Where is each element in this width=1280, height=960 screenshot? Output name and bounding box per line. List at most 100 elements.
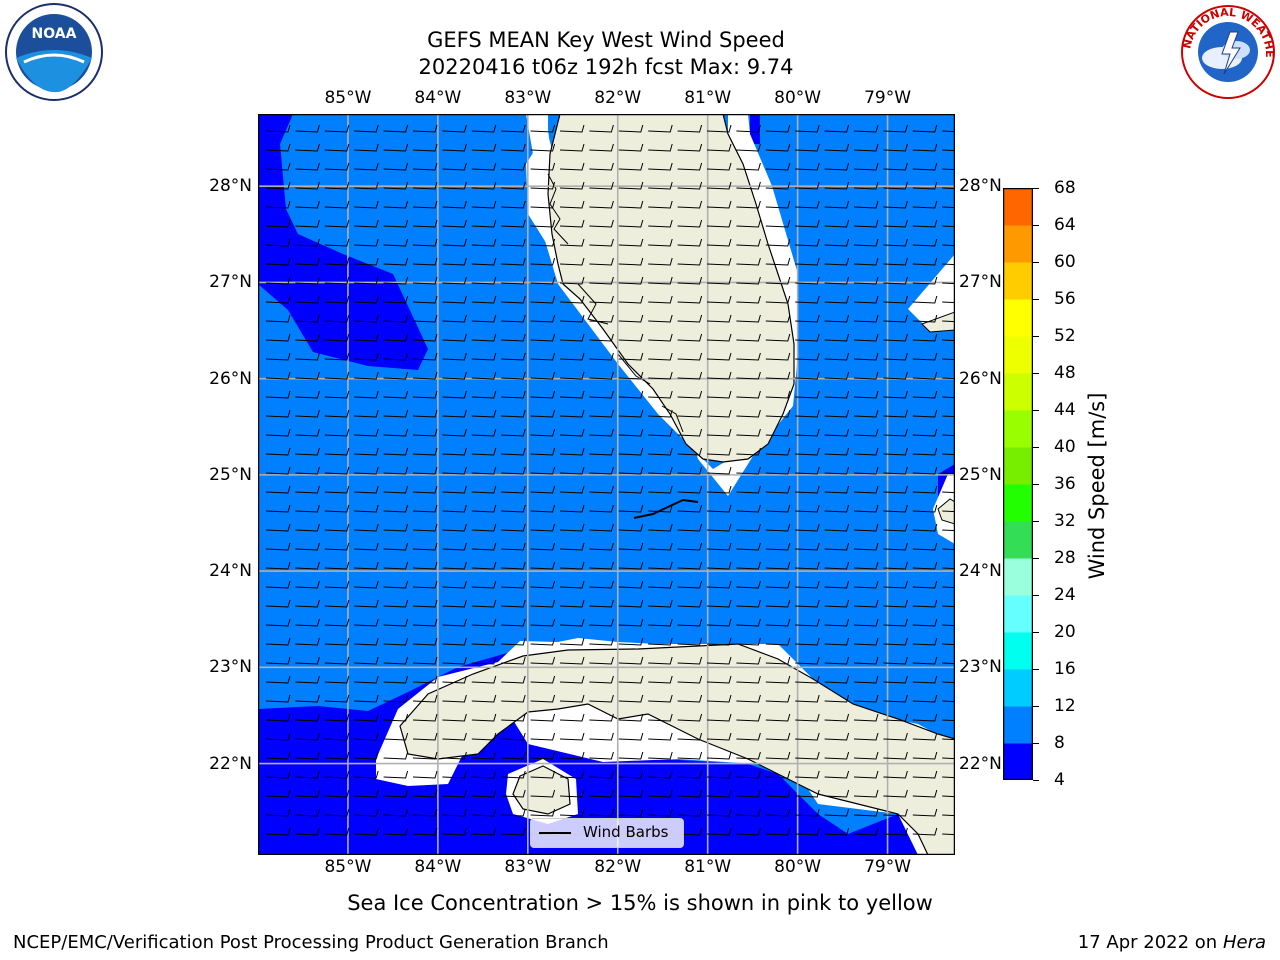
colorbar-label: Wind Speed [m/s] xyxy=(1085,392,1109,580)
wind-barb xyxy=(824,257,850,266)
wind-barb xyxy=(883,618,908,627)
chart-subtitle-forecast: 20220416 t06z 192h fcst Max: 9.74 xyxy=(418,55,794,79)
wind-barb xyxy=(324,143,350,152)
wind-barb xyxy=(765,523,791,532)
wind-barb xyxy=(324,295,350,304)
wind-barb xyxy=(412,466,438,475)
wind-barb xyxy=(354,637,379,646)
wind-barb xyxy=(530,808,556,817)
wind-barb xyxy=(295,162,320,171)
wind-barb xyxy=(354,143,379,152)
wind-barb xyxy=(706,542,732,551)
wind-barb xyxy=(324,238,350,247)
wind-barb xyxy=(677,352,703,361)
wind-barb xyxy=(853,618,879,627)
wind-barb xyxy=(324,428,350,437)
wind-barb xyxy=(324,561,350,570)
lat-tick-label-right: 25°N xyxy=(959,464,1002,485)
colorbar-tick-label: 44 xyxy=(1054,400,1076,420)
colorbar-segment xyxy=(1003,521,1033,559)
wind-barb xyxy=(765,542,791,551)
wind-barb xyxy=(559,694,585,703)
wind-barb xyxy=(589,561,614,570)
wind-barb xyxy=(530,751,556,760)
wind-barb xyxy=(765,466,791,475)
wind-barb xyxy=(295,428,320,437)
wind-barb xyxy=(412,238,438,247)
wind-barb xyxy=(883,770,908,779)
wind-barb xyxy=(354,314,379,323)
wind-barb xyxy=(824,162,850,171)
wind-barb xyxy=(618,523,644,532)
wind-barb xyxy=(412,143,438,152)
wind-barb xyxy=(265,333,291,342)
wind-barb xyxy=(471,599,497,608)
wind-barb xyxy=(824,181,850,190)
wind-barb xyxy=(501,561,526,570)
wind-barb xyxy=(883,162,908,171)
wind-barb xyxy=(324,162,350,171)
wind-barb xyxy=(618,789,644,798)
wind-barb xyxy=(618,371,644,380)
wind-barb xyxy=(795,124,820,133)
wind-barb xyxy=(442,333,467,342)
wind-barb xyxy=(883,200,908,209)
wind-barb xyxy=(442,713,467,722)
wind-barb xyxy=(648,713,673,722)
wind-barb xyxy=(706,599,732,608)
wind-barb xyxy=(295,219,320,228)
wind-barb xyxy=(324,751,350,760)
sea-ice-note: Sea Ice Concentration > 15% is shown in … xyxy=(347,891,933,915)
colorbar-tick-label: 36 xyxy=(1054,474,1076,494)
wind-barb xyxy=(383,314,409,323)
wind-barb xyxy=(383,770,409,779)
wind-barb xyxy=(618,257,644,266)
wind-barb xyxy=(354,371,379,380)
wind-barb xyxy=(677,656,703,665)
wind-barb xyxy=(765,352,791,361)
lat-tick-label-left: 26°N xyxy=(209,368,252,389)
wind-barb xyxy=(765,732,791,741)
wind-barb xyxy=(383,276,409,285)
wind-barb xyxy=(618,713,644,722)
wind-barb xyxy=(942,605,955,608)
wind-barb xyxy=(412,504,438,513)
wind-barb xyxy=(912,732,938,741)
legend: Wind Barbs xyxy=(530,818,684,848)
wind-barb xyxy=(912,295,938,304)
wind-barb xyxy=(648,238,673,247)
wind-barb xyxy=(442,827,467,836)
wind-barb xyxy=(618,732,644,741)
wind-barb xyxy=(324,675,350,684)
wind-barb xyxy=(589,751,614,760)
wind-barb xyxy=(295,770,320,779)
wind-barb xyxy=(471,219,497,228)
wind-barb xyxy=(824,333,850,342)
wind-barb xyxy=(677,200,703,209)
wind-barb xyxy=(383,447,409,456)
wind-barb xyxy=(265,656,291,665)
lat-tick-label-left: 25°N xyxy=(209,464,252,485)
wind-barb xyxy=(853,732,879,741)
wind-barb xyxy=(412,637,438,646)
wind-barb xyxy=(295,637,320,646)
wind-barb xyxy=(677,485,703,494)
footer-date: 17 Apr 2022 on Hera xyxy=(1078,932,1266,953)
wind-barb xyxy=(412,181,438,190)
wind-barb xyxy=(853,656,879,665)
wind-barb xyxy=(383,257,409,266)
wind-barb xyxy=(265,352,291,361)
wind-barb xyxy=(912,580,938,589)
wind-barb xyxy=(589,428,614,437)
wind-barb xyxy=(824,618,850,627)
wind-barb xyxy=(648,599,673,608)
wind-barb xyxy=(853,827,879,836)
colorbar-tick-label: 40 xyxy=(1054,437,1076,457)
wind-barb xyxy=(295,561,320,570)
wind-barb xyxy=(942,187,955,190)
footer-organization: NCEP/EMC/Verification Post Processing Pr… xyxy=(13,932,609,953)
wind-barb xyxy=(677,466,703,475)
wind-barb xyxy=(677,732,703,741)
wind-barb xyxy=(795,637,820,646)
wind-barb xyxy=(853,637,879,646)
